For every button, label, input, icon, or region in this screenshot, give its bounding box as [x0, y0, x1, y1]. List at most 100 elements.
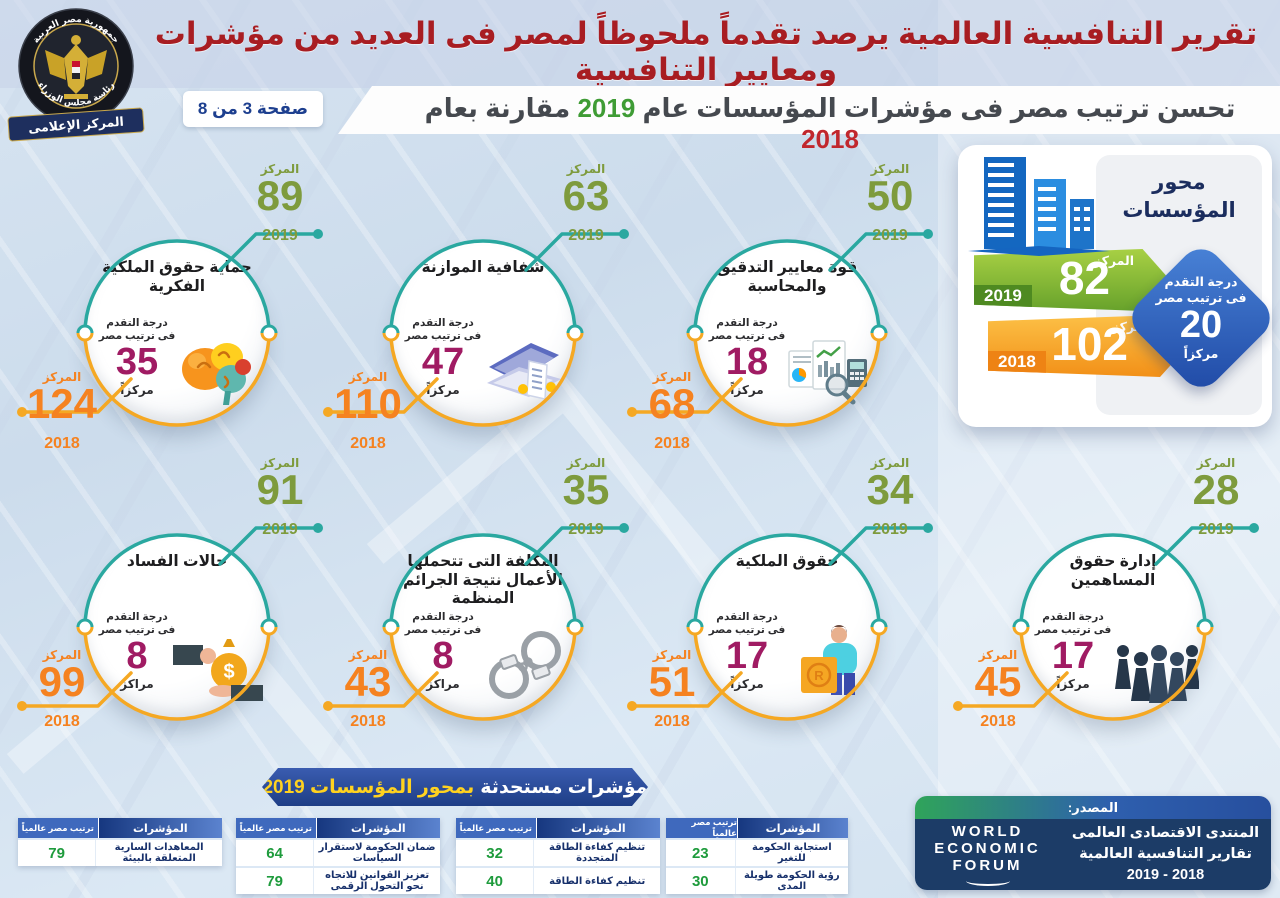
brain-icon: [173, 325, 263, 415]
year-2018-label: 2018: [350, 434, 386, 452]
indicator-rank-value: 79: [236, 868, 315, 894]
audit-charts-icon: [783, 325, 873, 415]
indicator-label: ضمان الحكومة لاستقرار السياسات: [318, 842, 436, 864]
pillar-progress-unit: مركزاً: [1183, 347, 1219, 362]
rank-2019-value: 63: [562, 172, 610, 219]
indicator-circle: التكلفة التى تتحملها الأعمال نتيجة الجرا…: [391, 535, 575, 719]
rank-2018-block: المركز 99 2018: [12, 648, 112, 731]
svg-text:R: R: [814, 668, 824, 683]
source-text-line: 2018 - 2019: [1126, 867, 1205, 883]
egypt-cabinet-emblem: جمهورية مصر العربية رئاسة مجلس الوزراء: [14, 6, 138, 131]
rank-label: المركز: [566, 456, 606, 470]
indicator-card: حقوق الملكية درجة التقدم فى ترتيب مصر 17…: [622, 452, 942, 752]
rank-2018-value: 110: [334, 380, 402, 427]
col-rank-header: ترتيب مصر عالمياً: [456, 818, 537, 838]
indicator-label: رؤية الحكومة طويلة المدى: [743, 870, 840, 892]
page-title: تقرير التنافسية العالمية يرصد تقدماً ملح…: [154, 16, 1258, 87]
indicator-label: تنظيم كفاءة الطاقة المتجددة: [549, 842, 646, 864]
indicator-rank-value: 79: [18, 840, 97, 866]
table-header: المؤشرات ترتيب مصر عالمياً: [236, 818, 440, 838]
rank-label: المركز: [348, 648, 388, 662]
indicator-circle: شفافية الموازنة درجة التقدم فى ترتيب مصر…: [391, 241, 575, 425]
indicator-card: شفافية الموازنة درجة التقدم فى ترتيب مصر…: [318, 158, 638, 458]
handcuffs-icon: [479, 619, 569, 709]
indicator-rank-value: 23: [666, 840, 736, 866]
year-2019-label: 2019: [872, 520, 908, 538]
table-row: تنظيم كفاءة الطاقة 40: [456, 866, 660, 894]
year-2018-chip: 2018: [988, 351, 1046, 373]
rank-2018-block: المركز 43 2018: [318, 648, 418, 731]
indicator-title: شفافية الموازنة: [421, 259, 545, 276]
header-band: [0, 0, 1280, 88]
indicator-title: حقوق الملكية: [735, 553, 839, 570]
indicator-rank-value: 32: [456, 840, 535, 866]
rank-label: المركز: [42, 648, 82, 662]
rank-2019-block: المركز 35 2019: [536, 456, 636, 539]
year-2019-label: 2019: [262, 520, 298, 538]
shareholders-icon: [1109, 619, 1200, 709]
progress-label-line1: درجة التقدم: [1042, 611, 1104, 623]
rank-2019-block: المركز 50 2019: [840, 162, 940, 245]
rank-2018-block: المركز 124 2018: [12, 370, 112, 453]
wef-logo: WORLD ECONOMIC FORUM: [915, 823, 1060, 887]
year-2019-label: 2019: [568, 226, 604, 244]
table-row: تنظيم كفاءة الطاقة المتجددة 32: [456, 838, 660, 866]
rank-2018-value: 51: [648, 658, 696, 705]
subtitle-year-2018: 2018: [801, 124, 859, 154]
rank-2019-block: المركز 28 2019: [1166, 456, 1266, 539]
institutions-pillar-panel: محور المؤسسات المركز 82 2019 المركز 102 …: [958, 145, 1279, 427]
table-row: رؤية الحكومة طويلة المدى 30: [666, 866, 848, 894]
rank-2018-block: المركز 51 2018: [622, 648, 722, 731]
table-row: المعاهدات السارية المتعلقة بالبيئة 79: [18, 838, 222, 866]
pillar-progress-diamond: درجة التقدم فى ترتيب مصر 20 مركزاً: [1123, 240, 1279, 396]
col-indicator-header: المؤشرات: [316, 818, 440, 838]
pillar-progress-value: 20: [1179, 304, 1223, 347]
indicator-card: قوة معايير التدقيق والمحاسبة درجة التقدم…: [622, 158, 942, 458]
rank-2018-block: المركز 45 2018: [948, 648, 1048, 731]
rank-2018-value: 45: [974, 658, 1022, 705]
banner-text-yellow: بمحور المؤسسات 2019: [262, 776, 475, 798]
rank-label: المركز: [1196, 456, 1236, 470]
wef-logo-arc: [965, 876, 1010, 887]
buildings-icon: [964, 149, 1114, 266]
progress-label-line1: درجة التقدم: [1164, 274, 1238, 289]
source-panel: المصدر: WORLD ECONOMIC FORUM المنتدى الا…: [915, 796, 1271, 890]
rank-label: المركز: [870, 162, 910, 176]
indicator-rank-value: 40: [456, 868, 535, 894]
progress-label-line1: درجة التقدم: [106, 317, 168, 329]
indicator-title: حماية حقوق الملكية الفكرية: [102, 259, 252, 295]
new-indicator-table: المؤشرات ترتيب مصر عالمياً المعاهدات الس…: [18, 818, 222, 866]
indicator-circle: حالات الفساد درجة التقدم فى ترتيب مصر 8 …: [85, 535, 269, 719]
year-2019-label: 2019: [568, 520, 604, 538]
rank-2018-value: 124: [26, 380, 98, 427]
subtitle-prefix: تحسن ترتيب مصر فى مؤشرات المؤسسات عام: [635, 93, 1236, 123]
table-row: تعزيز القوانين للاتجاه نحو التحول الرقمى…: [236, 866, 440, 894]
year-2019-label: 2019: [1198, 520, 1234, 538]
rank-label: المركز: [566, 162, 606, 176]
new-indicators-banner: مؤشرات مستحدثة بمحور المؤسسات 2019: [262, 768, 648, 806]
indicator-card: حماية حقوق الملكية الفكرية درجة التقدم ف…: [12, 158, 332, 458]
rank-label: المركز: [1093, 254, 1134, 268]
trademark-box-icon: R: [783, 619, 873, 709]
rank-2019-value: 91: [256, 466, 304, 513]
rank-2019-block: المركز 91 2019: [230, 456, 330, 539]
subtitle-band: [338, 86, 1280, 134]
rank-label: المركز: [870, 456, 910, 470]
rank-2018-value: 68: [648, 380, 696, 427]
source-text: المنتدى الاقتصادى العالمى تقارير التنافس…: [1060, 823, 1271, 886]
indicator-label: تعزيز القوانين للاتجاه نحو التحول الرقمى: [325, 870, 430, 892]
rank-label: المركز: [260, 162, 300, 176]
progress-label-line1: درجة التقدم: [716, 611, 778, 623]
indicator-title: قوة معايير التدقيق والمحاسبة: [716, 259, 858, 295]
indicator-card: التكلفة التى تتحملها الأعمال نتيجة الجرا…: [318, 452, 638, 752]
col-rank-header: ترتيب مصر عالمياً: [18, 818, 99, 838]
pillar-rank-2019: 82: [1058, 252, 1110, 304]
banner-text-white: مؤشرات مستحدثة: [480, 776, 648, 798]
rank-2019-block: المركز 89 2019: [230, 162, 330, 245]
progress-label-line1: درجة التقدم: [412, 317, 474, 329]
year-2019-label: 2019: [262, 226, 298, 244]
col-indicator-header: المؤشرات: [98, 818, 222, 838]
table-header: المؤشرات ترتيب مصر عالمياً: [18, 818, 222, 838]
indicator-circle: حماية حقوق الملكية الفكرية درجة التقدم ف…: [85, 241, 269, 425]
